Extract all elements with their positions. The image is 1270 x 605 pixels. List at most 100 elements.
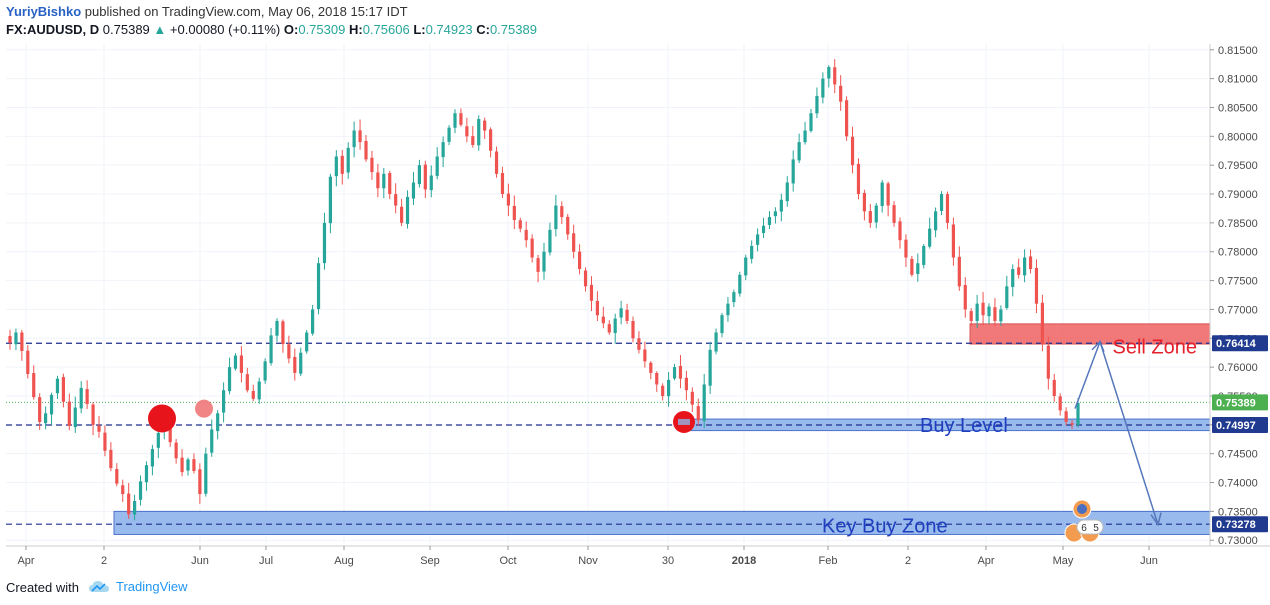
open-value: 0.75309 [298, 22, 346, 37]
x-tick-label: Jul [259, 555, 273, 567]
candle-body [862, 193, 866, 212]
candle-body [328, 176, 332, 224]
candle-body [447, 127, 451, 142]
candle-body [744, 257, 748, 276]
candle-body [20, 332, 24, 351]
candle-body [945, 194, 950, 223]
last-price: 0.75389 [102, 22, 150, 37]
candle-body [518, 220, 522, 229]
candle-body [115, 469, 119, 484]
candle-body [572, 233, 576, 252]
y-tick-label: 0.80000 [1218, 131, 1258, 143]
candle-body [1040, 302, 1044, 345]
candle-body [702, 384, 706, 421]
y-tick-label: 0.76000 [1218, 362, 1258, 374]
candle-body [672, 367, 677, 379]
candle-body [649, 362, 653, 373]
candle-body [1005, 286, 1009, 308]
candle-body [435, 156, 439, 176]
candle-body [494, 151, 499, 174]
x-tick-label: Aug [334, 555, 354, 567]
arrows-layer [1074, 339, 1162, 527]
candle-body [1028, 256, 1033, 270]
candle-body [500, 173, 505, 195]
candle-body [1076, 402, 1080, 425]
price-tag-label: 0.75389 [1216, 397, 1256, 409]
y-tick-label: 0.77500 [1218, 276, 1258, 288]
tradingview-brand[interactable]: TradingView [88, 579, 188, 594]
candle-body [886, 183, 890, 206]
candle-body [429, 175, 433, 191]
candle-body [981, 302, 985, 316]
candle-body [340, 155, 344, 174]
candle-body [61, 377, 65, 402]
x-tick-label: Feb [819, 555, 838, 567]
candle-body [779, 199, 783, 212]
candle-body [536, 258, 540, 272]
y-tick-label: 0.81000 [1218, 74, 1258, 86]
candle-body [388, 173, 392, 195]
x-tick-label: 2 [101, 555, 107, 567]
candle-body [352, 130, 356, 148]
candle-body [761, 225, 766, 234]
y-tick-label: 0.74500 [1218, 449, 1258, 461]
candle-body [346, 147, 350, 173]
candle-body [524, 229, 528, 241]
candle-body [109, 449, 113, 469]
y-tick-label: 0.73500 [1218, 506, 1258, 518]
candle-body [97, 425, 101, 432]
candle-body [287, 344, 291, 359]
candle-body [934, 211, 938, 231]
close-value: 0.75389 [489, 22, 537, 37]
candle-body [1058, 396, 1062, 411]
candle-body [79, 387, 83, 409]
candle-body [714, 332, 718, 352]
candle-body [827, 67, 831, 79]
candle-body [26, 350, 30, 375]
event-flag-icon [1077, 504, 1087, 514]
candle-body [269, 335, 273, 364]
y-tick-label: 0.73000 [1218, 535, 1258, 547]
candle-body [667, 379, 671, 397]
x-axis[interactable]: Apr 2 Jun Jul Aug Sep Oct Nov 30 2018 Feb 2 Apr May Ju… [17, 546, 1158, 567]
candle-body [898, 221, 902, 241]
price-tag-box [1212, 394, 1268, 411]
candle-body [631, 321, 635, 339]
candle-body [1052, 380, 1056, 396]
candle-body [281, 321, 285, 345]
price-tag-label: 0.76414 [1216, 338, 1257, 350]
candle-body [856, 163, 861, 195]
y-tick-label: 0.79000 [1218, 189, 1258, 201]
candle-body [993, 307, 997, 321]
candle-body [1064, 411, 1068, 422]
candle-body [275, 320, 279, 336]
candle-body [334, 156, 338, 177]
y-axis[interactable]: 0.81500 0.81000 0.80500 0.80000 0.79500 0.790… [1210, 45, 1258, 547]
candle-body [186, 459, 190, 471]
candle-body [939, 194, 944, 211]
candle-body [49, 394, 54, 415]
x-tick-label: 2018 [732, 555, 756, 567]
ohlc-line: FX:AUDUSD, D 0.75389 ▲ +0.00080 (+0.11%)… [6, 22, 537, 37]
chart-header: YuriyBishko published on TradingView.com… [0, 0, 1270, 44]
candle-body [210, 429, 214, 453]
grid-lines [6, 44, 1210, 546]
plot-area [6, 44, 1210, 546]
candle-body [797, 142, 801, 161]
candle-body [370, 157, 374, 173]
candle-body [767, 217, 772, 225]
publication-line: YuriyBishko published on TradingView.com… [6, 4, 408, 19]
x-tick-label: Jun [191, 555, 209, 567]
red-circle-marker[interactable] [148, 404, 176, 433]
candle-body [1011, 269, 1015, 287]
author-link[interactable]: YuriyBishko [6, 4, 82, 19]
candle-body [690, 391, 694, 405]
pale-circle-marker[interactable] [195, 399, 213, 418]
candle-body [293, 356, 297, 373]
symbol-label[interactable]: FX:AUDUSD, D [6, 22, 100, 37]
key-buy-zone-box[interactable] [113, 510, 1211, 535]
candle-body [613, 318, 617, 334]
y-tick-label: 0.77000 [1218, 304, 1258, 316]
